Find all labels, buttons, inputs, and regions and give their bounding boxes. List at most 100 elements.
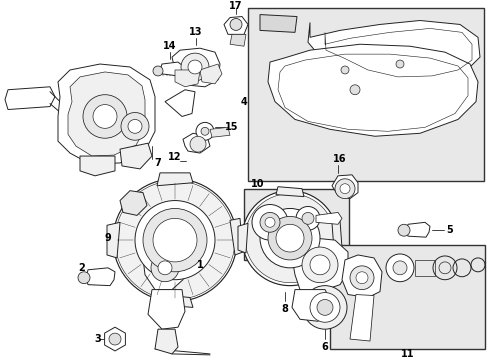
- Text: 13: 13: [189, 27, 203, 37]
- Text: 1: 1: [196, 260, 203, 270]
- Bar: [247, 8, 483, 181]
- Text: 14: 14: [163, 41, 176, 51]
- Polygon shape: [405, 222, 429, 237]
- Polygon shape: [224, 17, 247, 34]
- Text: 3: 3: [95, 334, 101, 344]
- Polygon shape: [86, 268, 115, 285]
- Text: 17: 17: [229, 1, 242, 11]
- Circle shape: [190, 136, 205, 152]
- Polygon shape: [267, 44, 477, 136]
- Circle shape: [339, 184, 349, 194]
- Polygon shape: [229, 34, 245, 46]
- Circle shape: [349, 85, 359, 95]
- Polygon shape: [341, 255, 381, 297]
- Text: 4: 4: [240, 96, 247, 107]
- Circle shape: [128, 120, 142, 133]
- Circle shape: [275, 224, 304, 252]
- Polygon shape: [80, 156, 115, 176]
- Polygon shape: [349, 294, 373, 341]
- Circle shape: [267, 216, 311, 260]
- Circle shape: [295, 207, 319, 230]
- Circle shape: [93, 105, 117, 128]
- Polygon shape: [237, 230, 242, 248]
- Circle shape: [244, 194, 334, 283]
- Polygon shape: [160, 62, 183, 76]
- Circle shape: [309, 293, 339, 322]
- Text: 10: 10: [251, 179, 264, 189]
- Circle shape: [201, 127, 208, 135]
- Text: 12: 12: [168, 152, 182, 162]
- Circle shape: [309, 255, 329, 275]
- Circle shape: [260, 208, 319, 268]
- Polygon shape: [68, 72, 145, 156]
- Circle shape: [251, 204, 287, 240]
- Polygon shape: [200, 64, 222, 84]
- Circle shape: [187, 60, 202, 74]
- Polygon shape: [164, 90, 195, 117]
- Polygon shape: [307, 21, 479, 82]
- Circle shape: [392, 261, 406, 275]
- Circle shape: [264, 217, 274, 227]
- Circle shape: [142, 208, 206, 272]
- Polygon shape: [142, 244, 184, 289]
- Polygon shape: [229, 219, 243, 255]
- Polygon shape: [209, 127, 229, 137]
- Text: 9: 9: [104, 233, 111, 243]
- Circle shape: [151, 254, 179, 282]
- Polygon shape: [58, 64, 155, 164]
- Text: 11: 11: [401, 349, 414, 359]
- Polygon shape: [120, 191, 147, 215]
- Polygon shape: [157, 173, 193, 186]
- Circle shape: [153, 66, 163, 76]
- Polygon shape: [155, 329, 178, 354]
- Circle shape: [334, 179, 354, 199]
- Polygon shape: [260, 14, 296, 32]
- Circle shape: [158, 261, 172, 275]
- Circle shape: [395, 60, 403, 68]
- Text: 2: 2: [79, 263, 85, 273]
- Circle shape: [355, 272, 367, 284]
- Circle shape: [385, 254, 413, 282]
- Circle shape: [302, 247, 337, 283]
- Circle shape: [115, 181, 235, 300]
- Circle shape: [135, 201, 215, 280]
- Bar: [414, 260, 434, 276]
- Circle shape: [316, 300, 332, 315]
- Circle shape: [78, 272, 90, 284]
- Polygon shape: [5, 87, 55, 109]
- Polygon shape: [331, 175, 357, 199]
- Circle shape: [349, 266, 373, 289]
- Circle shape: [121, 113, 149, 140]
- Polygon shape: [315, 212, 341, 224]
- Circle shape: [302, 212, 313, 224]
- Circle shape: [83, 95, 127, 138]
- Circle shape: [181, 53, 208, 81]
- Text: 15: 15: [225, 122, 238, 132]
- Polygon shape: [238, 223, 247, 253]
- Circle shape: [113, 179, 237, 301]
- Polygon shape: [175, 70, 200, 87]
- Polygon shape: [291, 238, 347, 292]
- Circle shape: [340, 66, 348, 74]
- Polygon shape: [172, 48, 220, 87]
- Polygon shape: [157, 294, 193, 307]
- Polygon shape: [148, 289, 184, 329]
- Circle shape: [242, 191, 337, 285]
- Circle shape: [303, 285, 346, 329]
- Text: 8: 8: [281, 305, 288, 314]
- Text: 16: 16: [332, 154, 346, 164]
- Circle shape: [229, 18, 242, 30]
- Text: 6: 6: [321, 342, 328, 352]
- Text: 5: 5: [446, 225, 452, 235]
- Bar: [329, 245, 484, 349]
- Text: 7: 7: [154, 158, 161, 168]
- Polygon shape: [104, 327, 125, 351]
- Circle shape: [109, 333, 121, 345]
- Polygon shape: [107, 222, 120, 258]
- Polygon shape: [275, 187, 304, 197]
- Circle shape: [196, 122, 214, 140]
- Polygon shape: [183, 133, 209, 153]
- Circle shape: [397, 224, 409, 236]
- Circle shape: [153, 219, 197, 262]
- Polygon shape: [120, 143, 152, 169]
